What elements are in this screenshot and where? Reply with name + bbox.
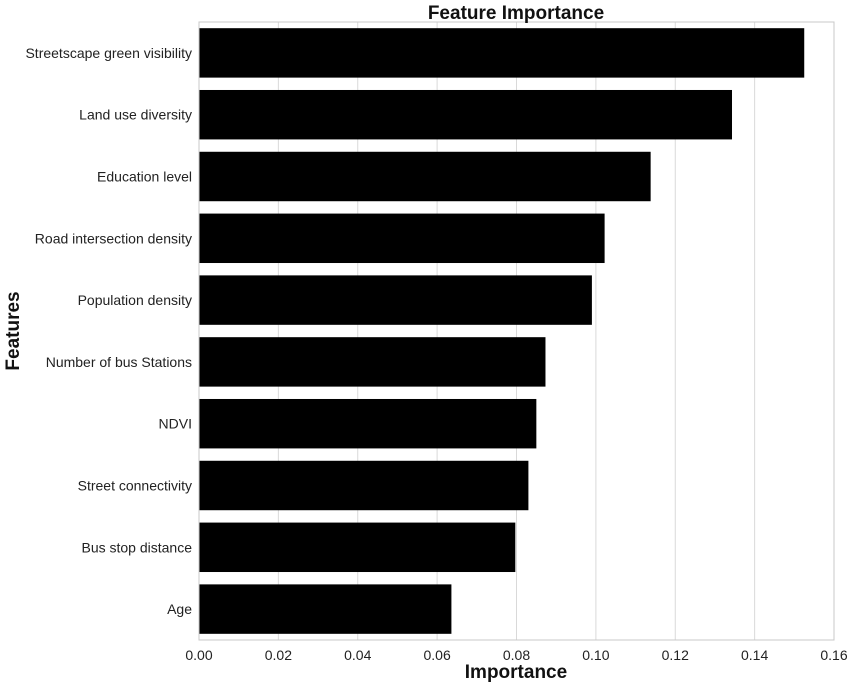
bar [199,522,516,573]
x-tick-label: 0.14 [741,647,768,663]
bar [199,275,592,325]
x-tick-labels: 0.00 0.02 0.04 0.06 0.08 0.10 0.12 0.14 0.16 [185,647,847,663]
x-tick-label: 0.16 [820,647,847,663]
category-label: NDVI [159,416,192,432]
x-tick-label: 0.04 [344,647,371,663]
bar [199,213,605,264]
category-label: Age [167,601,192,617]
plot-frame [198,21,835,641]
bar [199,151,651,202]
x-tick-label: 0.00 [185,647,212,663]
category-label: Bus stop distance [81,539,192,555]
category-label: Land use diversity [79,107,192,123]
x-tick-label: 0.12 [662,647,689,663]
category-label: Road intersection density [35,230,192,246]
x-tick-label: 0.10 [582,647,609,663]
y-axis-label: Features [3,291,24,370]
chart-title: Feature Importance [428,3,604,24]
bar [199,460,529,511]
category-label: Population density [78,292,192,308]
bar [199,584,452,634]
x-tick-label: 0.02 [265,647,292,663]
category-label: Streetscape green visibility [25,45,192,61]
category-labels: Streetscape green visibility Land use div… [25,45,192,617]
category-label: Number of bus Stations [46,354,192,370]
bar-layer [199,28,805,634]
category-label: Education level [97,169,192,185]
x-tick-label: 0.08 [503,647,530,663]
bar [199,398,537,449]
category-label: Street connectivity [78,478,192,494]
x-tick-label: 0.06 [424,647,451,663]
bar [199,28,805,78]
bar [199,337,546,387]
bar [199,89,733,140]
x-axis-label: Importance [465,662,567,683]
